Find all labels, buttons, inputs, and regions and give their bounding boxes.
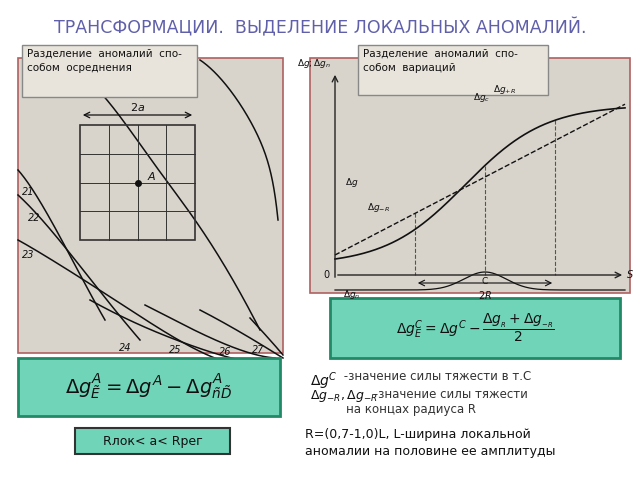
Text: $\Delta g^{C}$: $\Delta g^{C}$ bbox=[310, 370, 338, 392]
Text: Разделение  аномалий  спо-
собом  вариаций: Разделение аномалий спо- собом вариаций bbox=[363, 49, 518, 73]
Text: 27: 27 bbox=[252, 345, 264, 355]
Text: аномалии на половине ее амплитуды: аномалии на половине ее амплитуды bbox=[305, 445, 556, 458]
Text: $\Delta g;\Delta g_n$: $\Delta g;\Delta g_n$ bbox=[297, 57, 331, 70]
Text: 24: 24 bbox=[119, 343, 131, 353]
Text: -значение силы тяжести в т.С: -значение силы тяжести в т.С bbox=[340, 370, 531, 383]
Bar bbox=[18, 358, 280, 416]
Text: Rлок< a< Rрег: Rлок< a< Rрег bbox=[102, 434, 202, 447]
Bar bbox=[358, 45, 548, 95]
Text: Разделение  аномалий  спо-
собом  осреднения: Разделение аномалий спо- собом осреднени… bbox=[27, 49, 182, 73]
Text: 26: 26 bbox=[219, 347, 231, 357]
Text: $\Delta g_{-R}$: $\Delta g_{-R}$ bbox=[367, 201, 390, 214]
Bar bbox=[80, 125, 195, 240]
Text: 0: 0 bbox=[323, 270, 329, 280]
Text: 21: 21 bbox=[22, 187, 35, 197]
Text: C: C bbox=[482, 277, 488, 286]
Bar bbox=[310, 58, 630, 293]
Bar bbox=[75, 428, 230, 454]
Text: $\Delta g^{C}_{E} = \Delta g^{C} - \dfrac{\Delta g_{_R} + \Delta g_{_{-R}}}{2}$: $\Delta g^{C}_{E} = \Delta g^{C} - \dfra… bbox=[396, 312, 554, 344]
Text: R=(0,7-1,0)L, L-ширина локальной: R=(0,7-1,0)L, L-ширина локальной bbox=[305, 428, 531, 441]
Text: A: A bbox=[147, 171, 155, 181]
Text: $2a$: $2a$ bbox=[130, 101, 145, 113]
Text: $\Delta g_n$: $\Delta g_n$ bbox=[343, 288, 360, 301]
Text: $\Delta g$: $\Delta g$ bbox=[345, 176, 358, 189]
Text: $\Delta g_{-R}, \Delta g_{-R}$: $\Delta g_{-R}, \Delta g_{-R}$ bbox=[310, 388, 378, 404]
Text: $\Delta g_c$: $\Delta g_c$ bbox=[473, 91, 490, 104]
Text: $2R$: $2R$ bbox=[478, 289, 492, 301]
Text: на концах радиуса R: на концах радиуса R bbox=[346, 403, 476, 416]
Bar bbox=[22, 45, 197, 97]
Text: 22: 22 bbox=[28, 213, 40, 223]
Bar bbox=[18, 58, 283, 353]
Text: 23: 23 bbox=[22, 250, 35, 260]
Text: $\Delta g^{A}_{\tilde{E}} = \Delta g^{A} - \Delta g^{A}_{\tilde{n}\tilde{D}}$: $\Delta g^{A}_{\tilde{E}} = \Delta g^{A}… bbox=[65, 372, 232, 402]
Text: 25: 25 bbox=[169, 345, 181, 355]
Bar bbox=[330, 298, 620, 358]
Text: $\Delta g_{+R}$: $\Delta g_{+R}$ bbox=[493, 83, 516, 96]
Text: -значение силы тяжести: -значение силы тяжести bbox=[370, 388, 528, 401]
Text: S: S bbox=[627, 270, 633, 280]
Text: ТРАНСФОРМАЦИИ.  ВЫДЕЛЕНИЕ ЛОКАЛЬНЫХ АНОМАЛИЙ.: ТРАНСФОРМАЦИИ. ВЫДЕЛЕНИЕ ЛОКАЛЬНЫХ АНОМА… bbox=[54, 18, 586, 37]
